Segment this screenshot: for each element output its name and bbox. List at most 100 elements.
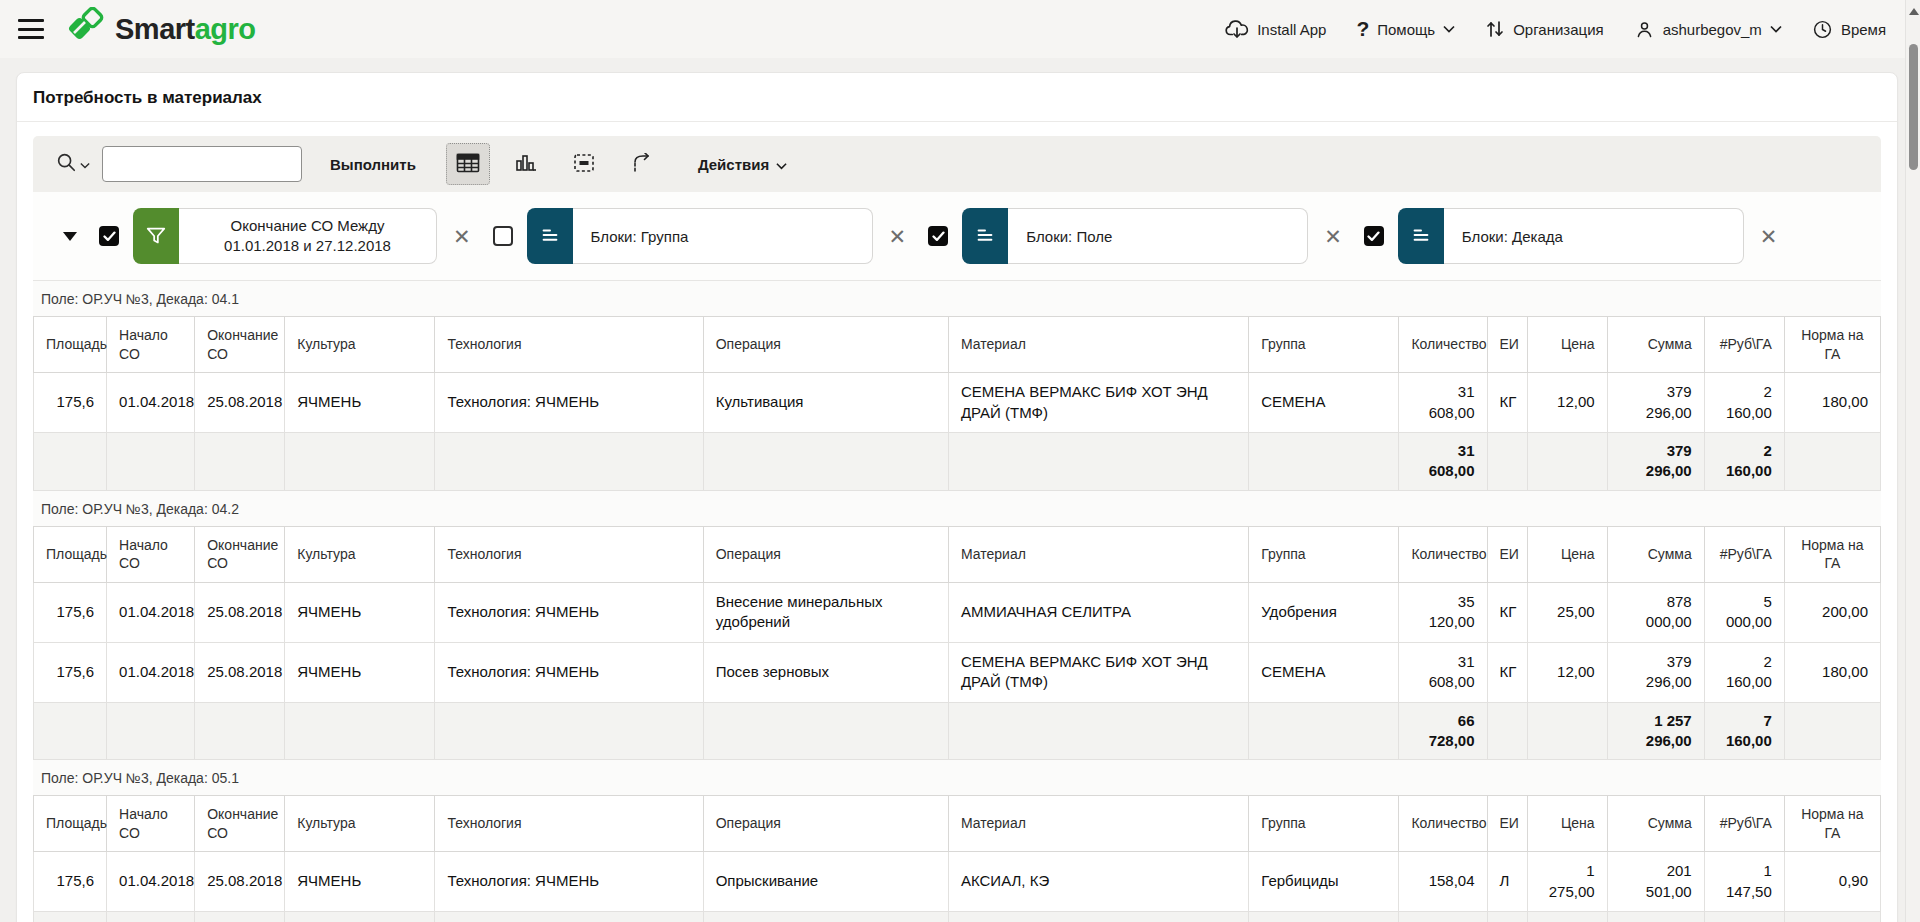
table-cell: Технология: ЯЧМЕНЬ <box>435 642 703 702</box>
column-header[interactable]: Технология <box>435 317 703 373</box>
table-row: 175,601.04.201825.08.2018ЯЧМЕНЬТехнологи… <box>34 852 1881 912</box>
search-column-selector[interactable] <box>55 151 90 177</box>
column-header[interactable]: Материал <box>948 796 1248 852</box>
break-pill[interactable]: Блоки: Группа <box>527 208 873 264</box>
totals-cell <box>1249 433 1399 491</box>
column-header[interactable]: Технология <box>435 796 703 852</box>
column-header[interactable]: Сумма <box>1607 526 1704 582</box>
flow-redirect-button[interactable] <box>620 143 664 185</box>
vertical-scrollbar[interactable] <box>1905 0 1920 922</box>
scrollbar-thumb[interactable] <box>1909 44 1918 170</box>
column-header[interactable]: Цена <box>1527 796 1607 852</box>
scroll-up-arrow-icon[interactable] <box>1909 8 1919 15</box>
column-header[interactable]: Площадь <box>34 796 107 852</box>
totals-cell <box>34 912 107 922</box>
table-cell: 200,00 <box>1784 582 1880 642</box>
totals-cell: 7 160,00 <box>1704 702 1784 760</box>
column-header[interactable]: ЕИ <box>1487 526 1527 582</box>
group-break-label: Поле: ОР.УЧ №3, Декада: 04.1 <box>33 281 1881 316</box>
column-header[interactable]: Площадь <box>34 526 107 582</box>
totals-cell: 201 501,00 <box>1607 912 1704 922</box>
remove-filter-icon[interactable]: ✕ <box>453 226 471 247</box>
actions-menu-button[interactable]: Действия <box>698 156 787 173</box>
user-menu[interactable]: ashurbegov_m <box>1634 19 1782 40</box>
remove-filter-icon[interactable]: ✕ <box>1760 226 1778 247</box>
column-header[interactable]: Операция <box>703 317 948 373</box>
install-app-button[interactable]: Install App <box>1225 18 1326 40</box>
totals-cell: 2 160,00 <box>1704 433 1784 491</box>
column-header[interactable]: Культура <box>285 317 435 373</box>
column-header[interactable]: Группа <box>1249 317 1399 373</box>
table-cell: 180,00 <box>1784 373 1880 433</box>
table-cell: 878 000,00 <box>1607 582 1704 642</box>
filter-checkbox[interactable] <box>493 226 513 246</box>
column-header[interactable]: #Руб\ГА <box>1704 317 1784 373</box>
column-header[interactable]: Культура <box>285 526 435 582</box>
filter-checkbox[interactable] <box>99 226 119 246</box>
column-header[interactable]: ЕИ <box>1487 796 1527 852</box>
column-header[interactable]: Начало СО <box>107 796 195 852</box>
column-header[interactable]: Начало СО <box>107 317 195 373</box>
column-header[interactable]: Группа <box>1249 526 1399 582</box>
view-switcher <box>446 143 664 185</box>
collapse-filters-triangle-icon[interactable] <box>63 232 77 241</box>
break-pill[interactable]: Блоки: Поле <box>962 208 1308 264</box>
column-header[interactable]: Норма на ГА <box>1784 526 1880 582</box>
dashed-region-icon <box>573 153 595 176</box>
column-header[interactable]: Начало СО <box>107 526 195 582</box>
column-header[interactable]: Операция <box>703 526 948 582</box>
table-cell: 25.08.2018 <box>195 373 285 433</box>
report-table: ПлощадьНачало СООкончание СОКультураТехн… <box>33 526 1881 761</box>
search-input[interactable] <box>102 146 302 182</box>
time-button[interactable]: Время <box>1812 19 1886 40</box>
table-cell: 175,6 <box>34 852 107 912</box>
totals-cell <box>285 702 435 760</box>
column-header[interactable]: Количество <box>1399 526 1487 582</box>
filter-checkbox[interactable] <box>928 226 948 246</box>
totals-cell <box>435 912 703 922</box>
column-header[interactable]: Цена <box>1527 526 1607 582</box>
column-header[interactable]: Площадь <box>34 317 107 373</box>
table-cell: 2 160,00 <box>1704 642 1784 702</box>
column-header[interactable]: Цена <box>1527 317 1607 373</box>
table-cell: СЕМЕНА <box>1249 373 1399 433</box>
remove-filter-icon[interactable]: ✕ <box>889 226 907 247</box>
remove-filter-icon[interactable]: ✕ <box>1324 226 1342 247</box>
app-logo[interactable]: Smartagro <box>66 7 256 51</box>
column-header[interactable]: Сумма <box>1607 317 1704 373</box>
column-header[interactable]: Культура <box>285 796 435 852</box>
column-header[interactable]: Материал <box>948 317 1248 373</box>
column-header[interactable]: ЕИ <box>1487 317 1527 373</box>
column-header[interactable]: Операция <box>703 796 948 852</box>
column-header[interactable]: Сумма <box>1607 796 1704 852</box>
user-icon <box>1634 19 1655 40</box>
column-header[interactable]: Количество <box>1399 796 1487 852</box>
hamburger-menu-icon[interactable] <box>18 19 44 39</box>
region-select-button[interactable] <box>562 143 606 185</box>
column-header[interactable]: #Руб\ГА <box>1704 526 1784 582</box>
column-header[interactable]: Технология <box>435 526 703 582</box>
table-row: 175,601.04.201825.08.2018ЯЧМЕНЬТехнологи… <box>34 642 1881 702</box>
totals-cell <box>285 433 435 491</box>
break-pill[interactable]: Блоки: Декада <box>1398 208 1744 264</box>
totals-cell <box>1487 702 1527 760</box>
help-menu[interactable]: ? Помощь <box>1356 17 1455 41</box>
filter-pill[interactable]: Окончание СО Между 01.01.2018 и 27.12.20… <box>133 208 437 264</box>
chart-view-button[interactable] <box>504 143 548 185</box>
column-header[interactable]: Количество <box>1399 317 1487 373</box>
column-header[interactable]: Окончание СО <box>195 317 285 373</box>
column-header[interactable]: Норма на ГА <box>1784 317 1880 373</box>
column-header[interactable]: #Руб\ГА <box>1704 796 1784 852</box>
filter-checkbox[interactable] <box>1364 226 1384 246</box>
column-header[interactable]: Окончание СО <box>195 526 285 582</box>
organization-button[interactable]: Организация <box>1485 18 1603 40</box>
table-cell: Л <box>1487 852 1527 912</box>
column-header[interactable]: Окончание СО <box>195 796 285 852</box>
table-cell: Гербициды <box>1249 852 1399 912</box>
column-header[interactable]: Группа <box>1249 796 1399 852</box>
column-header[interactable]: Норма на ГА <box>1784 796 1880 852</box>
execute-button[interactable]: Выполнить <box>330 156 416 173</box>
column-header[interactable]: Материал <box>948 526 1248 582</box>
totals-cell <box>1249 912 1399 922</box>
grid-view-button[interactable] <box>446 143 490 185</box>
